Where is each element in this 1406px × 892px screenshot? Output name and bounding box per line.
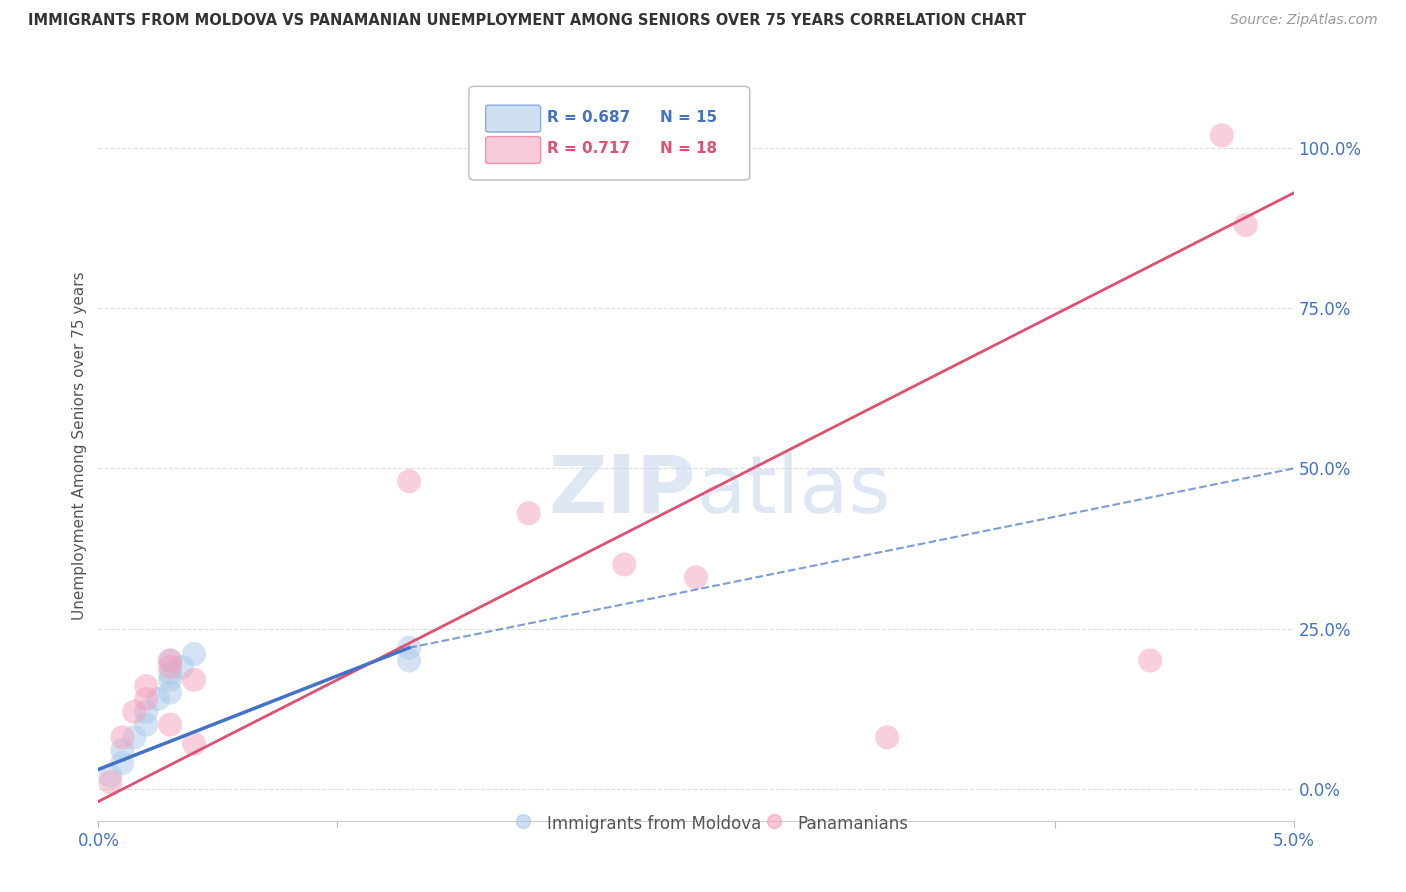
Point <box>183 737 205 751</box>
Point <box>135 679 157 693</box>
Point <box>613 558 636 572</box>
FancyBboxPatch shape <box>485 136 541 163</box>
Text: atlas: atlas <box>696 452 890 530</box>
Point <box>685 570 707 584</box>
Point <box>159 654 181 668</box>
Text: N = 15: N = 15 <box>661 111 717 125</box>
Point <box>398 654 420 668</box>
Point <box>98 769 122 783</box>
Point <box>135 692 157 706</box>
FancyBboxPatch shape <box>470 87 749 180</box>
Point <box>183 673 205 687</box>
Text: Immigrants from Moldova: Immigrants from Moldova <box>547 815 761 833</box>
Text: Source: ZipAtlas.com: Source: ZipAtlas.com <box>1230 13 1378 28</box>
Text: R = 0.717: R = 0.717 <box>547 141 630 156</box>
Point <box>1211 128 1233 143</box>
Point <box>159 717 181 731</box>
Text: ZIP: ZIP <box>548 452 696 530</box>
Point <box>135 717 157 731</box>
Point <box>159 654 181 668</box>
Point <box>111 756 134 770</box>
Point <box>148 692 170 706</box>
Point <box>517 506 540 520</box>
Point <box>111 743 134 757</box>
Point <box>111 731 134 745</box>
Point <box>172 660 194 674</box>
Point <box>183 647 205 661</box>
Point <box>159 666 181 681</box>
Point <box>398 640 420 655</box>
Point <box>98 775 122 789</box>
Y-axis label: Unemployment Among Seniors over 75 years: Unemployment Among Seniors over 75 years <box>72 272 87 620</box>
Point <box>159 673 181 687</box>
Text: N = 18: N = 18 <box>661 141 717 156</box>
FancyBboxPatch shape <box>485 105 541 132</box>
Point <box>159 685 181 699</box>
Point <box>398 474 420 488</box>
Point <box>1234 218 1257 232</box>
Point <box>876 731 898 745</box>
Point <box>1139 654 1161 668</box>
Point <box>159 660 181 674</box>
Point <box>124 705 146 719</box>
Text: R = 0.687: R = 0.687 <box>547 111 630 125</box>
Text: IMMIGRANTS FROM MOLDOVA VS PANAMANIAN UNEMPLOYMENT AMONG SENIORS OVER 75 YEARS C: IMMIGRANTS FROM MOLDOVA VS PANAMANIAN UN… <box>28 13 1026 29</box>
Point <box>124 731 146 745</box>
Text: Panamanians: Panamanians <box>797 815 908 833</box>
Point <box>135 705 157 719</box>
